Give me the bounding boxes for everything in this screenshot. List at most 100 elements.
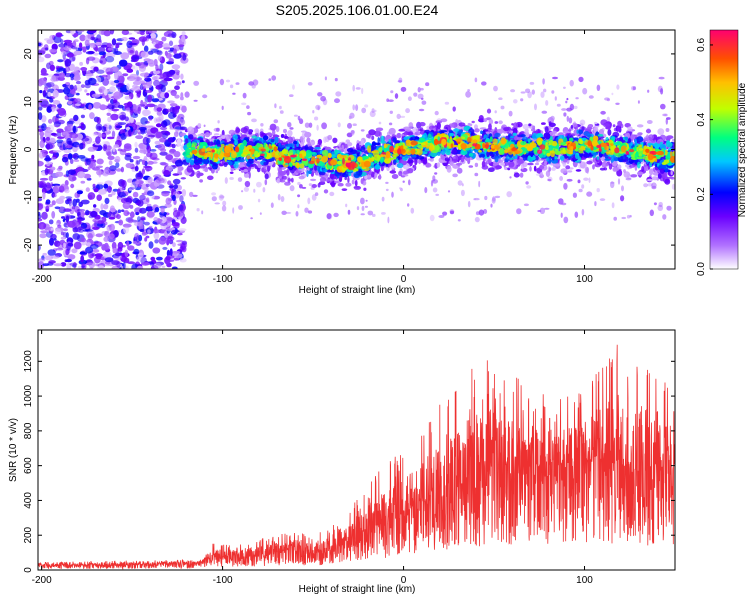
heatmap-cell	[619, 134, 623, 138]
heatmap-cell	[147, 229, 151, 235]
heatmap-cell	[240, 127, 248, 134]
heatmap-cell	[65, 258, 72, 263]
heatmap-cell	[124, 202, 131, 206]
heatmap-cell	[373, 142, 381, 146]
heatmap-cell	[171, 229, 180, 233]
heatmap-cell	[308, 122, 313, 128]
heatmap-cell	[597, 134, 604, 137]
heatmap-cell	[144, 237, 148, 242]
heatmap-cell	[481, 81, 487, 86]
heatmap-cell	[157, 55, 163, 62]
heatmap-cell	[607, 129, 612, 136]
heatmap-cell	[657, 128, 665, 136]
heatmap-cell	[113, 91, 122, 100]
heatmap-cell	[55, 171, 64, 177]
heatmap-cell	[419, 122, 426, 127]
heatmap-cell	[54, 228, 62, 235]
heatmap-cell	[58, 72, 66, 79]
heatmap-cell	[132, 191, 139, 198]
heatmap-cell	[126, 83, 130, 91]
heatmap-cell	[147, 190, 155, 197]
heatmap-cell	[80, 180, 86, 184]
heatmap-cell	[438, 215, 445, 218]
heatmap-cell	[498, 97, 503, 100]
heatmap-cell	[429, 157, 434, 162]
heatmap-cell	[153, 79, 161, 87]
heatmap-cell	[120, 166, 124, 173]
heatmap-cell	[665, 128, 670, 132]
heatmap-cell	[164, 203, 172, 208]
heatmap-cell	[662, 214, 667, 220]
heatmap-cell	[53, 238, 57, 241]
heatmap-cell	[87, 33, 91, 39]
heatmap-cell	[351, 130, 355, 136]
heatmap-cell	[60, 262, 67, 267]
heatmap-cell	[69, 73, 75, 79]
heatmap-cell	[648, 134, 655, 140]
heatmap-cell	[135, 135, 144, 140]
heatmap-cell	[174, 94, 180, 99]
heatmap-cell	[38, 112, 43, 121]
heatmap-cell	[261, 167, 265, 173]
heatmap-cell	[135, 180, 139, 185]
heatmap-cell	[52, 100, 61, 105]
heatmap-cell	[621, 185, 624, 192]
heatmap-cell	[204, 167, 209, 173]
heatmap-cell	[612, 166, 620, 172]
heatmap-cell	[171, 143, 176, 149]
heatmap-cell	[177, 44, 185, 47]
heatmap-cell	[129, 159, 134, 163]
heatmap-cell	[425, 163, 432, 168]
heatmap-cell	[232, 92, 236, 95]
heatmap-cell	[334, 77, 338, 82]
heatmap-cell	[171, 266, 178, 269]
heatmap-cell	[293, 140, 298, 145]
heatmap-cell	[400, 188, 403, 192]
heatmap-cell	[211, 192, 217, 196]
heatmap-cell	[111, 241, 117, 250]
heatmap-cell	[55, 198, 64, 205]
heatmap-cell	[360, 197, 365, 205]
heatmap-cell	[604, 158, 611, 161]
heatmap-cell	[76, 30, 85, 33]
heatmap-cell	[180, 42, 185, 45]
heatmap-cell	[399, 187, 402, 190]
heatmap-cell	[494, 110, 497, 114]
heatmap-cell	[147, 176, 153, 184]
heatmap-cell	[38, 151, 45, 159]
heatmap-cell	[527, 91, 532, 99]
heatmap-cell	[60, 231, 65, 236]
heatmap-cell	[337, 182, 344, 187]
heatmap-cell	[651, 176, 659, 181]
heatmap-cell	[460, 156, 465, 163]
heatmap-cell	[547, 178, 552, 182]
heatmap-cell	[610, 181, 615, 189]
heatmap-cell	[173, 151, 181, 158]
heatmap-cell	[153, 231, 160, 240]
heatmap-cell	[544, 160, 547, 166]
heatmap-cell	[139, 159, 143, 162]
heatmap-cell	[112, 146, 116, 152]
heatmap-cell	[138, 36, 148, 42]
heatmap-cell	[364, 205, 368, 208]
heatmap-cell	[112, 188, 119, 192]
heatmap-cell	[280, 134, 285, 138]
heatmap-cell	[554, 96, 557, 101]
heatmap-cell	[142, 101, 148, 109]
heatmap-cell	[374, 130, 381, 137]
heatmap-cell	[533, 165, 537, 172]
heatmap-cell	[44, 167, 49, 176]
heatmap-cell	[67, 169, 77, 175]
heatmap-cell	[114, 72, 118, 80]
heatmap-cell	[527, 162, 534, 166]
heatmap-cell	[76, 190, 83, 195]
heatmap-cell	[99, 210, 107, 216]
heatmap-cell	[525, 88, 531, 94]
heatmap-cell	[38, 100, 42, 107]
heatmap-cell	[254, 128, 260, 134]
heatmap-cell	[561, 202, 567, 206]
heatmap-cell	[181, 35, 186, 43]
heatmap-cell	[520, 98, 524, 102]
heatmap-cell	[72, 125, 78, 133]
heatmap-cell	[355, 87, 361, 90]
